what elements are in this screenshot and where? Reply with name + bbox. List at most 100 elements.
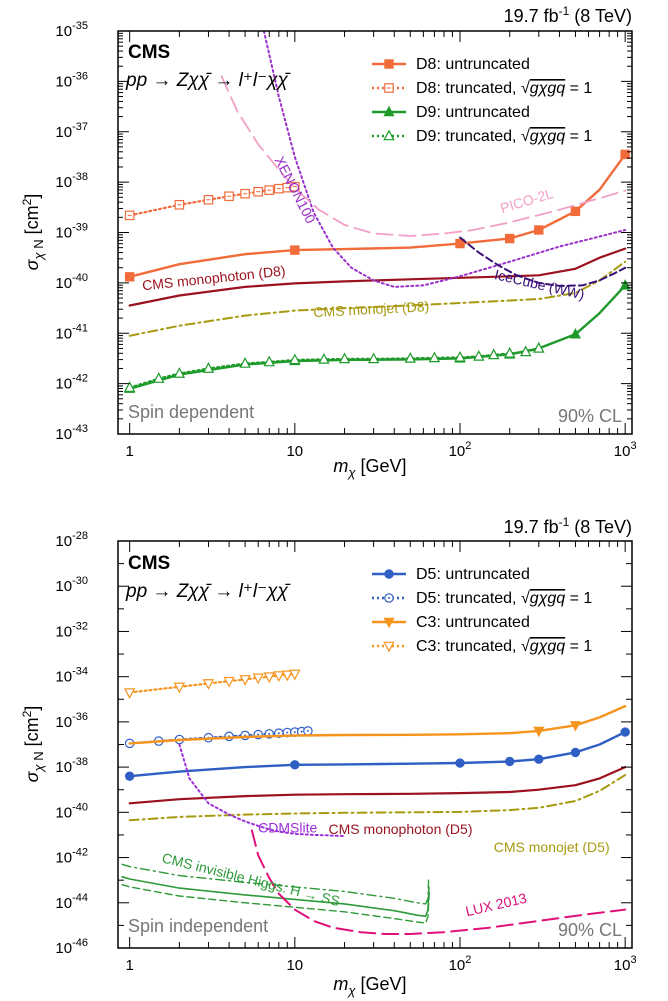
y-axis-title: σχ N [cm2] — [20, 706, 46, 783]
data-point-d5-truncated-dot — [300, 730, 303, 733]
y-tick-label: 10-38 — [55, 171, 88, 191]
series-line-c3-truncated — [128, 672, 296, 694]
curve-label-pico-2l: PICO-2L — [498, 185, 555, 216]
data-point-d9-truncated — [263, 355, 275, 367]
process-label: pp → Zχχ̄ → l⁺l⁻χχ̄ — [125, 70, 291, 91]
data-point-d5-truncated-dot — [257, 733, 260, 736]
lumi-label: 19.7 fb-1 (8 TeV) — [504, 4, 632, 26]
data-point-d8-untruncated — [455, 238, 465, 249]
series-line-cms-monophoton-d8 — [128, 247, 627, 307]
data-point-d5-truncated-dot — [286, 731, 289, 734]
legend: D5: untruncated D5: truncated, √gχgq = 1 C… — [372, 566, 592, 655]
data-point-c3-truncated — [273, 671, 285, 683]
x-tick-label: 103 — [614, 440, 637, 460]
series-line-cms-invisible-higgs-3 — [121, 884, 430, 924]
data-point-d5-truncated-dot — [293, 731, 296, 734]
legend-marker — [383, 129, 395, 141]
data-point-d9-truncated — [123, 381, 136, 392]
data-point-d9-truncated — [473, 349, 485, 361]
spin-label: Spin dependent — [128, 402, 254, 422]
legend-label: C3: truncated, √gχgq = 1 — [416, 638, 592, 655]
data-point-d8-untruncated — [570, 206, 581, 217]
data-point-d9-truncated — [338, 352, 351, 364]
legend-label: C3: untruncated — [416, 614, 530, 631]
y-tick-label: 10-35 — [55, 20, 88, 40]
series-line-xenon100 — [262, 31, 627, 288]
y-axis-title: σχ N [cm2] — [20, 194, 46, 271]
y-tick-label: 10-36 — [55, 711, 88, 731]
cl-label: 90% CL — [558, 920, 622, 940]
data-point-c3-truncated — [289, 669, 301, 681]
curve-label-cms-monophoton-d5: CMS monophoton (D5) — [329, 821, 473, 837]
y-tick-label: 10-28 — [55, 530, 88, 550]
x-tick-label: 10 — [286, 443, 303, 460]
data-point-c3-truncated — [281, 670, 293, 682]
x-tick-label: 102 — [449, 954, 472, 974]
data-point-c3-truncated — [252, 673, 264, 685]
y-tick-label: 10-40 — [55, 272, 88, 292]
lumi-label: 19.7 fb-1 (8 TeV) — [504, 515, 632, 537]
y-tick-label: 10-42 — [55, 847, 88, 867]
data-point-d8-untruncated — [620, 149, 630, 160]
legend-label: D5: truncated, √gχgq = 1 — [416, 590, 592, 607]
y-tick-label: 10-38 — [55, 756, 88, 776]
y-tick-label: 10-30 — [55, 575, 88, 595]
curve-label-lux-2013: LUX 2013 — [464, 890, 528, 920]
data-point-d9-truncated — [202, 362, 215, 373]
x-tick-label: 102 — [449, 440, 472, 460]
data-point-d5-truncated-dot — [277, 732, 280, 735]
legend-label: D8: untruncated — [416, 56, 530, 73]
spin-independent-panel: 19.7 fb-1 (8 TeV) CDMSlite CMS monophoton… — [20, 515, 637, 998]
x-axis-title: mχ [GeV] — [333, 974, 406, 998]
data-point-d9-truncated — [454, 350, 466, 362]
data-point-c3-untruncated — [569, 721, 581, 732]
data-point-d9-truncated — [239, 356, 251, 368]
spin-dependent-panel: 19.7 fb-1 (8 TeV) XENON100 PICO-2LIceCube… — [20, 4, 637, 480]
curve-label-cms-monojet-d8: CMS monojet (D8) — [313, 298, 430, 320]
series-line-cms-invisible-higgs-2 — [121, 875, 430, 918]
data-point-c3-truncated — [239, 675, 251, 686]
data-point-d9-truncated — [153, 372, 165, 383]
series-line-cdmslite — [178, 743, 346, 838]
legend-marker — [384, 59, 394, 69]
x-tick-label: 10 — [286, 957, 303, 974]
data-point-c3-truncated — [202, 679, 215, 690]
data-point-d9-truncated — [173, 367, 186, 378]
data-point-d9-untruncated — [619, 279, 631, 290]
curve-label-icecube-ww: IceCube (WW) — [493, 266, 586, 302]
data-point-d5-untruncated — [455, 758, 465, 768]
legend-marker — [383, 641, 395, 653]
series-line-cms-monojet-d8 — [128, 260, 627, 337]
data-point-d9-truncated — [488, 348, 500, 360]
cl-label: 90% CL — [558, 406, 622, 426]
y-tick-label: 10-37 — [55, 121, 88, 141]
curve-label-cdmslite: CDMSlite — [258, 820, 317, 836]
data-point-d9-truncated — [504, 346, 516, 358]
x-tick-label: 1 — [125, 957, 133, 974]
legend-marker — [384, 569, 394, 579]
series-line-icecube-ww — [459, 236, 627, 287]
data-point-d5-truncated-dot — [268, 732, 271, 735]
data-point-d9-untruncated — [569, 327, 581, 339]
x-tick-label: 1 — [125, 443, 133, 460]
legend-label: D5: untruncated — [416, 566, 530, 583]
legend-marker-dot — [388, 597, 390, 599]
data-point-d8-untruncated — [534, 225, 544, 235]
data-point-c3-truncated — [173, 682, 186, 694]
y-tick-label: 10-41 — [55, 322, 88, 342]
y-tick-label: 10-43 — [55, 423, 88, 443]
series-line-pico-2l — [220, 75, 627, 237]
data-point-d9-truncated — [533, 341, 545, 353]
legend-marker — [383, 105, 395, 117]
legend-label: D9: truncated, √gχgq = 1 — [416, 128, 592, 145]
data-point-d5-untruncated — [570, 747, 581, 758]
data-point-c3-untruncated — [533, 726, 545, 738]
data-point-d5-truncated-dot — [306, 729, 309, 732]
data-point-d9-truncated — [520, 345, 532, 357]
data-point-d5-untruncated — [620, 727, 630, 737]
data-point-d5-untruncated — [290, 760, 300, 770]
cms-label: CMS — [128, 553, 170, 574]
x-tick-label: 103 — [614, 954, 637, 974]
y-tick-label: 10-32 — [55, 620, 88, 640]
